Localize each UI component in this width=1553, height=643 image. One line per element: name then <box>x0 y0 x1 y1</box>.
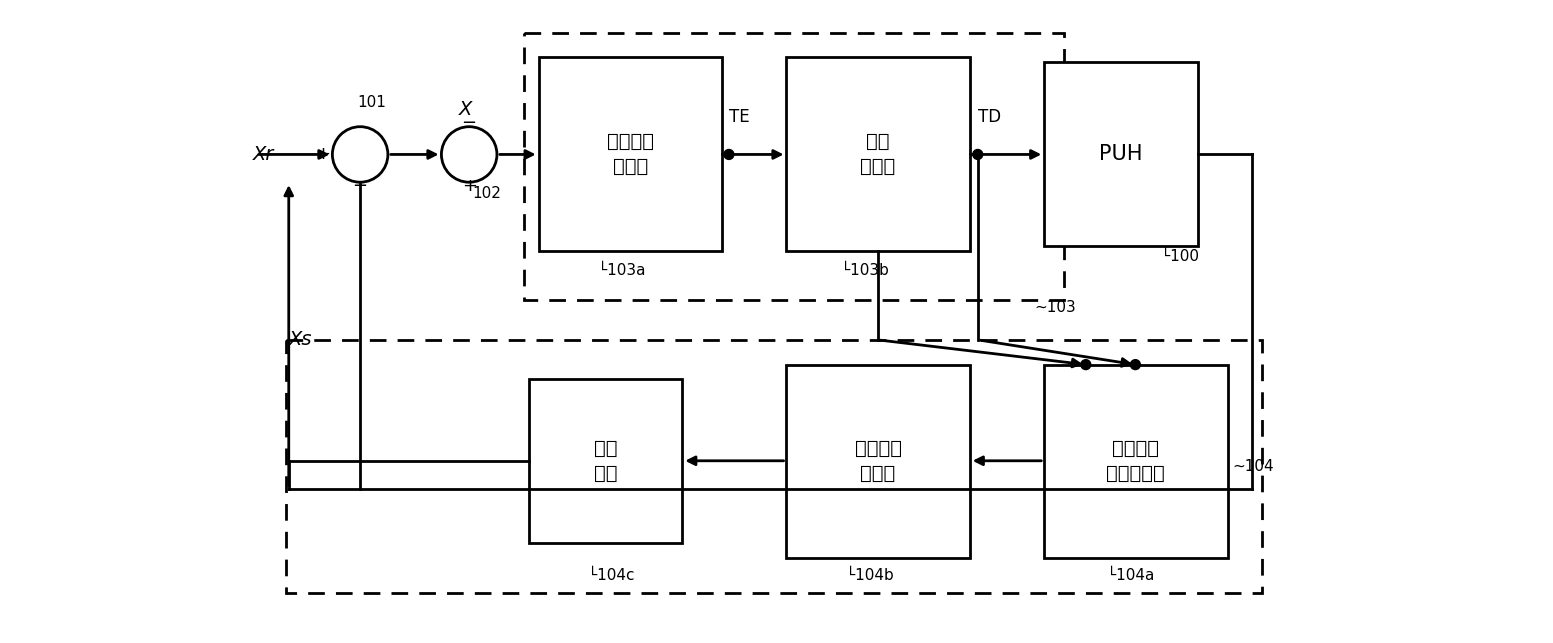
Circle shape <box>1081 359 1090 370</box>
Text: 进给移送
误差检出部: 进给移送 误差检出部 <box>1106 439 1165 484</box>
Bar <box>528 379 682 543</box>
Text: └103b: └103b <box>840 262 888 278</box>
Text: └104b: └104b <box>846 568 893 583</box>
Circle shape <box>441 127 497 182</box>
Text: TE: TE <box>728 108 750 126</box>
Text: TD: TD <box>978 108 1000 126</box>
Text: Xr: Xr <box>253 145 275 164</box>
Text: 跟踪
控制部: 跟踪 控制部 <box>860 132 896 176</box>
Text: └104a: └104a <box>1107 568 1154 583</box>
Bar <box>786 57 969 251</box>
Text: +: + <box>315 145 329 163</box>
Text: └103a: └103a <box>598 262 646 278</box>
Circle shape <box>332 127 388 182</box>
Text: 102: 102 <box>472 186 502 201</box>
Text: −: − <box>353 177 368 195</box>
Bar <box>286 340 1263 593</box>
Text: 进给
电机: 进给 电机 <box>593 439 617 484</box>
Text: 101: 101 <box>357 95 387 110</box>
Bar <box>523 33 1064 300</box>
Text: └104c: └104c <box>589 568 635 583</box>
Text: └100: └100 <box>1162 249 1199 264</box>
Circle shape <box>972 150 983 159</box>
Text: 跟踪误差
检出部: 跟踪误差 检出部 <box>607 132 654 176</box>
Bar <box>786 365 969 558</box>
Text: PUH: PUH <box>1100 144 1143 164</box>
Text: +: + <box>461 177 477 195</box>
Text: −: − <box>461 114 477 132</box>
Bar <box>539 57 722 251</box>
Text: ~103: ~103 <box>1034 300 1076 315</box>
Circle shape <box>724 150 735 159</box>
Text: Xs: Xs <box>289 331 312 349</box>
Text: 进给移送
控制部: 进给移送 控制部 <box>854 439 902 484</box>
Bar <box>1044 62 1197 246</box>
Bar <box>1044 365 1227 558</box>
Text: X: X <box>460 100 472 120</box>
Circle shape <box>1131 359 1140 370</box>
Text: ~104: ~104 <box>1233 459 1273 474</box>
